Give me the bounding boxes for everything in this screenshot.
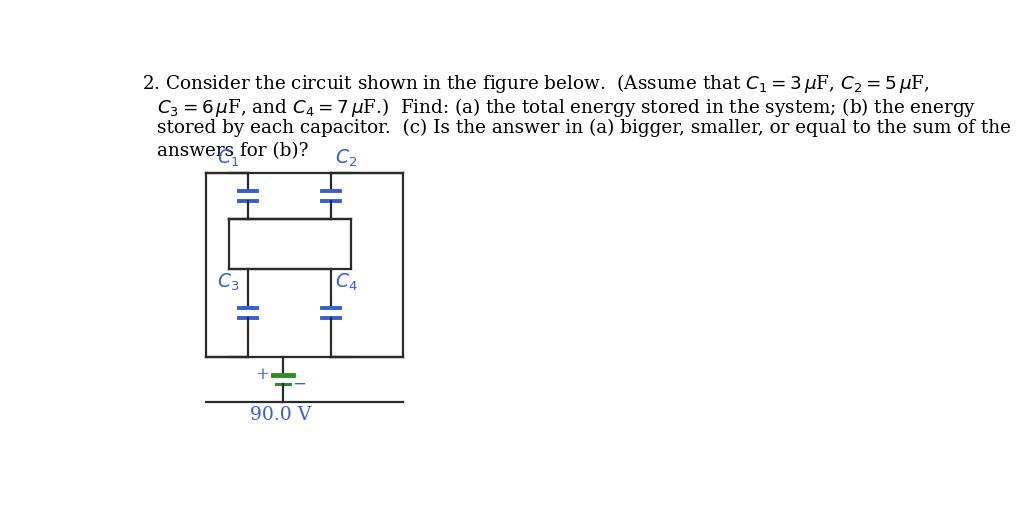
Text: +: + <box>255 366 269 383</box>
Text: $C_4$: $C_4$ <box>335 272 357 293</box>
Text: 2. Consider the circuit shown in the figure below.  (Assume that $C_1 = 3\,\mu$F: 2. Consider the circuit shown in the fig… <box>142 72 930 96</box>
Text: −: − <box>293 376 306 393</box>
Text: $C_1$: $C_1$ <box>217 148 239 169</box>
Text: $C_2$: $C_2$ <box>335 148 357 169</box>
Text: $C_3$: $C_3$ <box>217 272 240 293</box>
Text: answers for (b)?: answers for (b)? <box>158 142 309 160</box>
Text: $C_3 = 6\,\mu$F, and $C_4 = 7\,\mu$F.)  Find: (a) the total energy stored in the: $C_3 = 6\,\mu$F, and $C_4 = 7\,\mu$F.) F… <box>158 96 977 119</box>
Text: stored by each capacitor.  (c) Is the answer in (a) bigger, smaller, or equal to: stored by each capacitor. (c) Is the ans… <box>158 119 1012 137</box>
Text: 90.0 V: 90.0 V <box>250 406 311 424</box>
